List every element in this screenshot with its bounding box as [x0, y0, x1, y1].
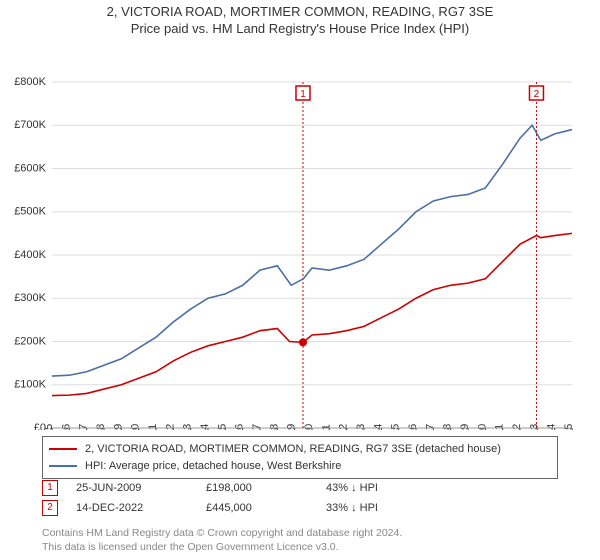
- x-tick-label: 2020: [476, 424, 488, 430]
- y-tick-label: £700K: [14, 119, 46, 131]
- x-tick-label: 2002: [164, 424, 176, 430]
- legend-label: HPI: Average price, detached house, West…: [85, 458, 341, 475]
- y-tick-label: £800K: [14, 76, 46, 88]
- x-tick-label: 2003: [182, 424, 194, 430]
- svg-text:2: 2: [534, 89, 540, 100]
- event-row: 2 14-DEC-2022£445,00033% ↓ HPI: [42, 500, 558, 516]
- title-line-2: Price paid vs. HM Land Registry's House …: [0, 21, 600, 38]
- title-line-1: 2, VICTORIA ROAD, MORTIMER COMMON, READI…: [0, 4, 600, 21]
- legend-swatch: [49, 448, 77, 450]
- footer: Contains HM Land Registry data © Crown c…: [42, 526, 558, 554]
- x-tick-label: 1996: [60, 424, 72, 430]
- event-price: £198,000: [206, 482, 326, 494]
- event-price: £445,000: [206, 502, 326, 514]
- footer-line-1: Contains HM Land Registry data © Crown c…: [42, 526, 558, 540]
- x-tick-label: 2007: [251, 424, 263, 430]
- x-tick-label: 2023: [528, 424, 540, 430]
- x-tick-label: 2017: [424, 424, 436, 430]
- series-subject: [52, 233, 572, 395]
- x-tick-label: 2013: [355, 424, 367, 430]
- event-hpi-diff: 43% ↓ HPI: [326, 482, 378, 494]
- legend: 2, VICTORIA ROAD, MORTIMER COMMON, READI…: [42, 436, 558, 479]
- x-tick-label: 2004: [199, 424, 211, 430]
- y-tick-label: £200K: [14, 335, 46, 347]
- y-tick-label: £400K: [14, 249, 46, 261]
- chart-titles: 2, VICTORIA ROAD, MORTIMER COMMON, READI…: [0, 0, 600, 38]
- x-tick-label: 1995: [43, 424, 55, 430]
- event-date: 14-DEC-2022: [76, 502, 206, 514]
- legend-item: 2, VICTORIA ROAD, MORTIMER COMMON, READI…: [49, 441, 551, 458]
- x-tick-label: 2012: [338, 424, 350, 430]
- x-tick-label: 2008: [268, 424, 280, 430]
- event-row: 1 25-JUN-2009£198,00043% ↓ HPI: [42, 480, 558, 496]
- x-tick-label: 2015: [390, 424, 402, 430]
- x-tick-label: 2021: [494, 424, 506, 430]
- sale-events: 1 25-JUN-2009£198,00043% ↓ HPI 2 14-DEC-202…: [42, 480, 558, 520]
- x-tick-label: 2000: [130, 424, 142, 430]
- series-hpi: [52, 125, 572, 376]
- x-tick-label: 2001: [147, 424, 159, 430]
- x-tick-label: 1998: [95, 424, 107, 430]
- event-hpi-diff: 33% ↓ HPI: [326, 502, 378, 514]
- y-tick-label: £500K: [14, 205, 46, 217]
- y-tick-label: £600K: [14, 162, 46, 174]
- x-tick-label: 2006: [234, 424, 246, 430]
- legend-swatch: [49, 465, 77, 467]
- x-tick-label: 2005: [216, 424, 228, 430]
- x-tick-label: 2018: [442, 424, 454, 430]
- footer-line-2: This data is licensed under the Open Gov…: [42, 540, 558, 554]
- event-number-badge: 2: [42, 500, 58, 516]
- x-tick-label: 2016: [407, 424, 419, 430]
- y-tick-label: £100K: [14, 378, 46, 390]
- x-tick-label: 2022: [511, 424, 523, 430]
- sale-point: [299, 338, 307, 346]
- x-tick-label: 2019: [459, 424, 471, 430]
- event-date: 25-JUN-2009: [76, 482, 206, 494]
- legend-label: 2, VICTORIA ROAD, MORTIMER COMMON, READI…: [85, 441, 501, 458]
- x-tick-label: 2011: [320, 424, 332, 430]
- x-tick-label: 1997: [78, 424, 90, 430]
- x-tick-label: 2014: [372, 424, 384, 430]
- x-tick-label: 2025: [563, 424, 575, 430]
- x-tick-label: 2024: [546, 424, 558, 430]
- svg-text:1: 1: [300, 89, 306, 100]
- x-tick-label: 2009: [286, 424, 298, 430]
- event-marker-badge: 2: [529, 86, 543, 100]
- event-number-badge: 1: [42, 480, 58, 496]
- x-tick-label: 1999: [112, 424, 124, 430]
- x-tick-label: 2010: [303, 424, 315, 430]
- event-marker-badge: 1: [296, 86, 310, 100]
- y-tick-label: £300K: [14, 292, 46, 304]
- legend-item: HPI: Average price, detached house, West…: [49, 458, 551, 475]
- price-chart: £0£100K£200K£300K£400K£500K£600K£700K£80…: [0, 38, 600, 430]
